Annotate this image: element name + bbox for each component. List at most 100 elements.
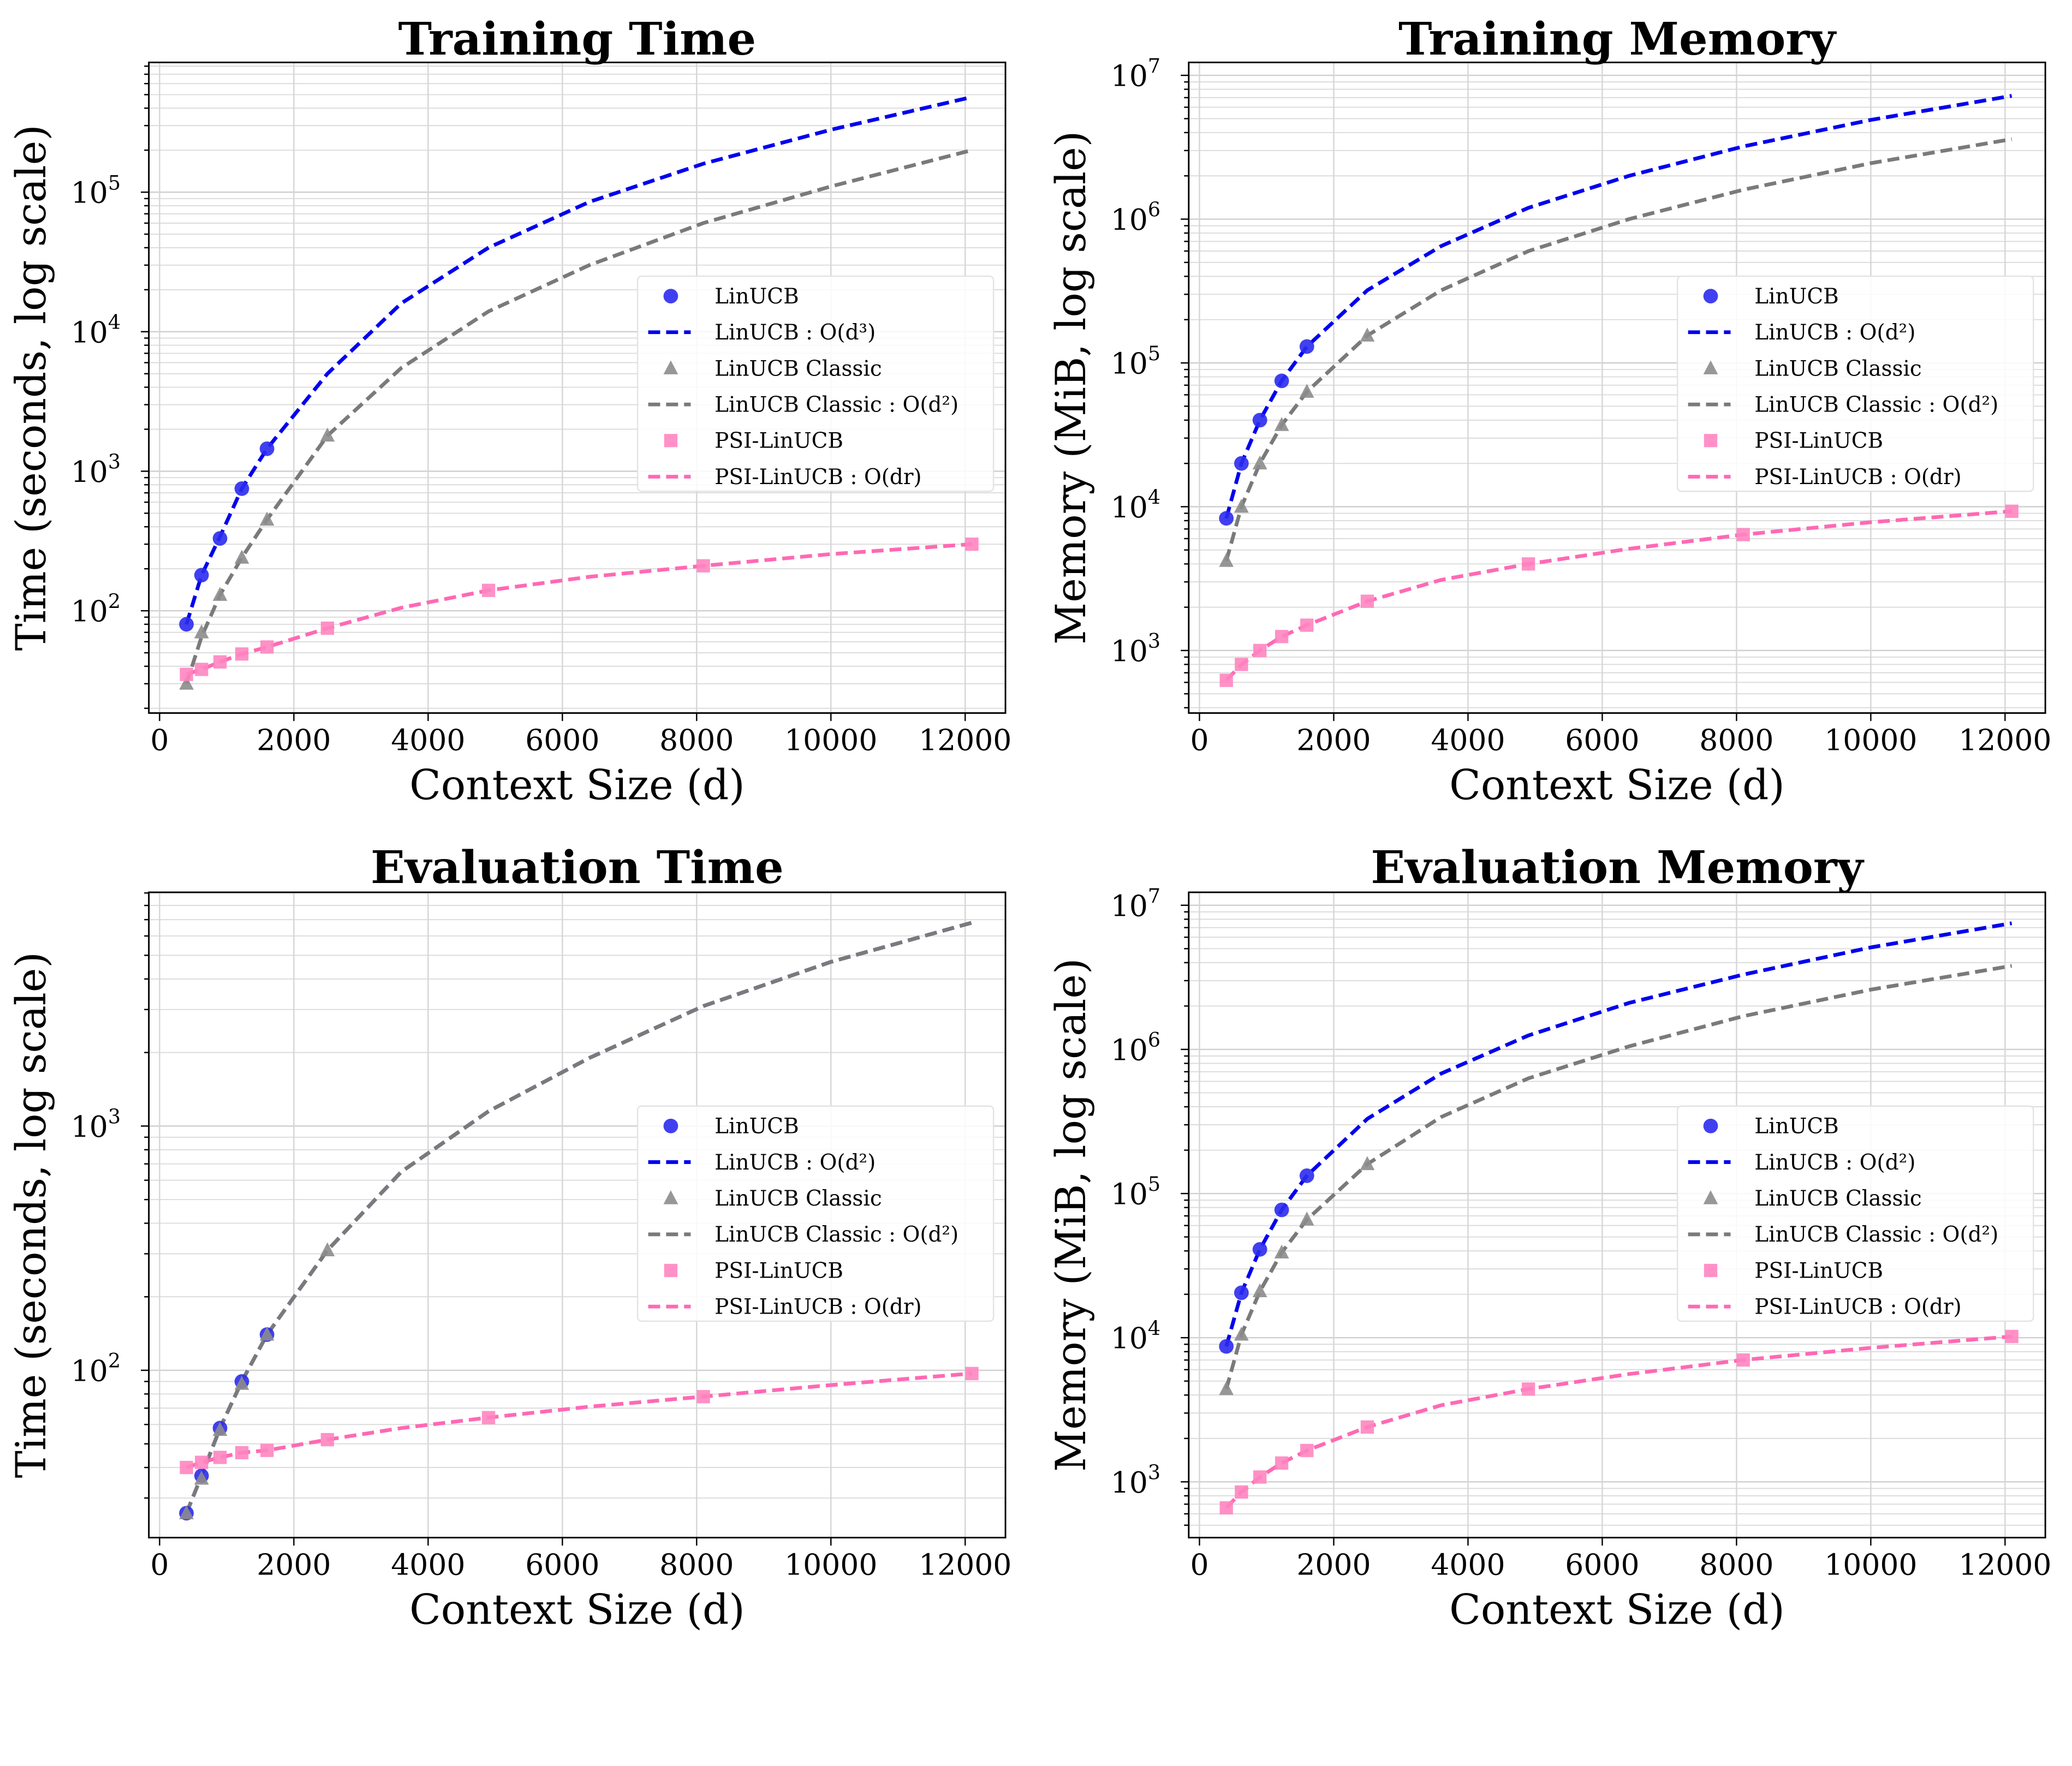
x-tick-label: 0 (150, 723, 169, 757)
data-point-psi-linucb (1219, 1501, 1233, 1515)
y-tick-label: 107 (1111, 884, 1160, 923)
series-line-linucb-o-d- (1224, 94, 2013, 519)
y-axis-label: Time (seconds, log scale) (7, 952, 55, 1478)
legend-label: LinUCB Classic (1754, 356, 1921, 381)
data-point-linucb (259, 441, 275, 456)
data-point-psi-linucb (1253, 1470, 1267, 1484)
y-tick-label: 105 (1111, 1172, 1160, 1211)
legend-label: LinUCB (715, 1114, 799, 1139)
data-point-psi-linucb (1235, 658, 1248, 671)
data-point-psi-linucb (180, 667, 193, 681)
data-point-psi-linucb (696, 559, 710, 572)
legend-marker (1704, 1263, 1718, 1278)
data-point-psi-linucb (180, 1460, 193, 1475)
plot-frame (1188, 61, 2046, 714)
data-point-psi-linucb (1275, 1456, 1289, 1470)
data-point-linucb (1252, 1242, 1267, 1257)
data-point-linucb-classic (234, 1376, 249, 1390)
series-line-linucb-classic-o-d- (1224, 137, 2013, 562)
legend-box (636, 1105, 995, 1322)
data-point-psi-linucb (1253, 643, 1267, 658)
x-tick-label: 0 (1190, 1548, 1208, 1582)
data-point-linucb (1252, 413, 1267, 428)
legend-label: PSI-LinUCB (715, 1258, 843, 1283)
legend: LinUCB LinUCB : O(d³) LinUCB Classic LinUCB… (636, 275, 995, 492)
legend-label: LinUCB Classic (715, 1186, 882, 1211)
y-tick-label: 105 (1111, 342, 1160, 380)
data-point-psi-linucb (481, 1411, 496, 1424)
y-tick-label: 102 (71, 589, 121, 628)
data-point-linucb-classic (1360, 1156, 1375, 1171)
chart-title: Training Time (398, 12, 757, 65)
data-point-linucb-classic (1299, 1212, 1314, 1226)
data-point-psi-linucb (1300, 1443, 1314, 1458)
data-point-linucb (179, 617, 194, 632)
data-point-psi-linucb (1275, 630, 1289, 643)
legend-label: PSI-LinUCB : O(dr) (715, 1295, 921, 1320)
y-axis-label: Memory (MiB, log scale) (1047, 958, 1095, 1472)
data-point-linucb-classic (179, 1505, 194, 1519)
legend-box (1676, 1105, 2034, 1322)
data-point-psi-linucb (320, 1433, 335, 1447)
data-point-linucb (1219, 1339, 1234, 1354)
legend-label: LinUCB : O(d³) (715, 320, 876, 345)
x-tick-label: 4000 (391, 1548, 465, 1582)
data-point-psi-linucb (260, 1443, 274, 1457)
legend-marker (1703, 360, 1718, 374)
legend-label: PSI-LinUCB (715, 429, 843, 454)
subplot-evaluation-memory: 0 2000 4000 6000 8000 10000 12000 103 104 105 106 1… (1047, 840, 2051, 1634)
data-point-psi-linucb (1736, 1353, 1750, 1367)
y-tick-label: 103 (71, 450, 121, 489)
x-tick-label: 8000 (659, 723, 734, 757)
data-point-psi-linucb (1360, 1420, 1374, 1434)
legend-label: LinUCB Classic : O(d²) (1754, 392, 1998, 417)
x-tick-label: 4000 (1431, 723, 1505, 757)
legend-label: LinUCB : O(d²) (1754, 1150, 1915, 1175)
data-point-psi-linucb (195, 663, 209, 676)
x-tick-label: 2000 (257, 723, 331, 757)
legend-label: PSI-LinUCB : O(dr) (1754, 465, 1961, 490)
x-tick-label: 8000 (1699, 1548, 1773, 1582)
x-tick-label: 2000 (1296, 1548, 1371, 1582)
x-tick-label: 0 (1190, 723, 1208, 757)
x-tick-label: 10000 (784, 1548, 877, 1582)
data-point-linucb-classic (1219, 553, 1234, 567)
data-point-linucb-classic (194, 1470, 209, 1485)
series-line-linucb-classic-o-d- (184, 148, 973, 684)
y-tick-label: 105 (71, 171, 121, 210)
data-point-psi-linucb (235, 647, 249, 661)
x-tick-label: 10000 (1824, 723, 1917, 757)
legend-box (1676, 275, 2034, 492)
series-line-linucb-o-d- (1224, 921, 2013, 1347)
data-point-linucb-classic (1252, 455, 1267, 470)
data-point-linucb-classic (234, 550, 249, 564)
legend-label: LinUCB (715, 284, 799, 309)
data-point-linucb-classic (1234, 498, 1249, 513)
legend-label: PSI-LinUCB (1754, 429, 1883, 454)
y-tick-label: 103 (71, 1105, 121, 1143)
data-point-linucb-classic (259, 511, 275, 526)
data-point-linucb (1299, 339, 1314, 354)
data-point-linucb-classic (1252, 1283, 1267, 1298)
legend-label: LinUCB Classic (1754, 1186, 1921, 1211)
legend-label: PSI-LinUCB (1754, 1258, 1883, 1283)
data-point-linucb (1274, 1202, 1289, 1218)
data-point-linucb-classic (320, 427, 335, 442)
legend-marker (663, 289, 678, 303)
legend-marker (663, 360, 678, 374)
series-line-linucb-classic-o-d- (184, 921, 973, 1514)
data-point-linucb (1274, 373, 1289, 389)
data-point-linucb-classic (179, 676, 194, 690)
x-tick-label: 0 (150, 1548, 169, 1582)
data-point-psi-linucb (1521, 1382, 1535, 1396)
data-point-psi-linucb (1300, 618, 1314, 632)
x-tick-label: 8000 (659, 1548, 734, 1582)
data-point-psi-linucb (1360, 594, 1374, 608)
legend-label: LinUCB (1754, 284, 1839, 309)
data-point-linucb-classic (212, 587, 228, 601)
legend-label: LinUCB (1754, 1114, 1839, 1139)
legend: LinUCB LinUCB : O(d²) LinUCB Classic LinUCB… (1676, 275, 2034, 492)
data-point-psi-linucb (481, 583, 496, 597)
subplot-training-memory: 0 2000 4000 6000 8000 10000 12000 103 104 105 106 1… (1047, 12, 2051, 809)
x-axis-label: Context Size (d) (1449, 1586, 1785, 1634)
